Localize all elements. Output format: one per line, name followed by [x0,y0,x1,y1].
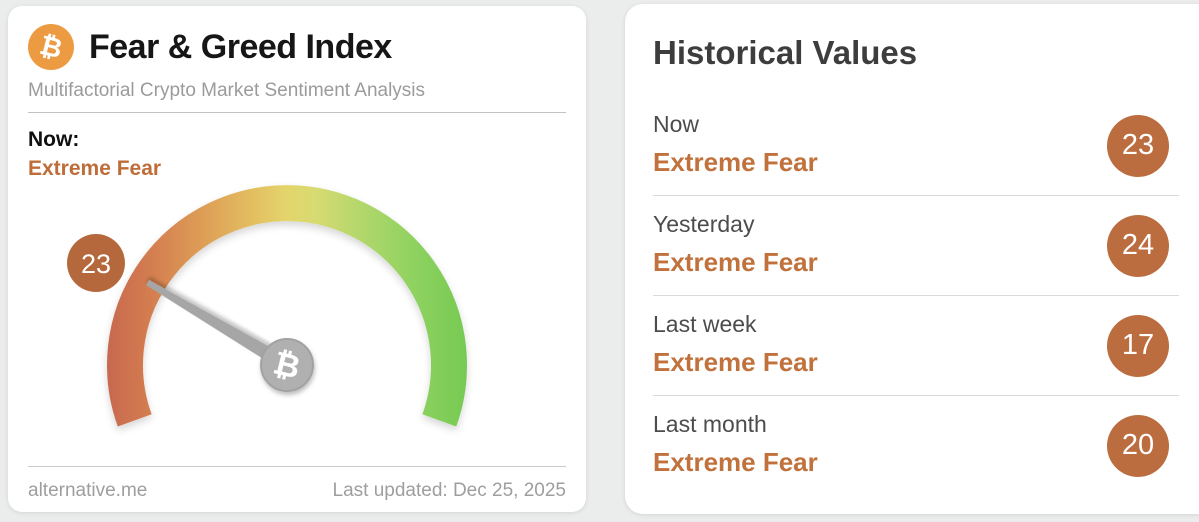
row-sentiment: Extreme Fear [653,247,818,277]
card-footer: alternative.me Last updated: Dec 25, 202… [28,466,566,502]
value-badge: 23 [1107,114,1169,177]
gauge-needle [146,279,291,372]
row-label: Yesterday [653,211,755,237]
page-subtitle: Multifactorial Crypto Market Sentiment A… [28,80,426,101]
card-header: ₿ Fear & Greed Index [28,24,566,70]
gauge-value-label: 23 [81,249,111,279]
historical-row-now: Now Extreme Fear 23 [653,96,1179,195]
gauge-needle-group [146,279,291,372]
bitcoin-icon: ₿ [28,24,74,70]
row-sentiment: Extreme Fear [653,347,818,377]
row-label: Now [653,111,700,137]
now-sentiment: Extreme Fear [28,157,162,180]
row-label: Last week [653,311,757,337]
row-label: Last month [653,411,767,437]
gauge-arc [107,185,467,427]
historical-rows: Now Extreme Fear 23 Yesterday Extreme Fe… [653,96,1179,495]
last-updated-label: Last updated: Dec 25, 2025 [332,480,566,501]
historical-values-card: Historical Values Now Extreme Fear 23 Ye… [625,4,1199,514]
historical-row-last-month: Last month Extreme Fear 20 [653,395,1179,495]
page-title: Fear & Greed Index [89,27,392,66]
bitcoin-glyph: ₿ [36,29,66,65]
gauge-hub [260,338,314,392]
site-link[interactable]: alternative.me [28,480,148,501]
header-divider [28,112,566,113]
gauge-value-badge [67,234,125,292]
historical-heading: Historical Values [653,34,918,71]
fear-greed-gauge: ₿ 23 [67,185,467,427]
fear-greed-card: ₿ Fear & Greed Index Multifactorial Cryp… [8,6,586,512]
row-sentiment: Extreme Fear [653,447,818,477]
row-sentiment: Extreme Fear [653,147,818,177]
now-label: Now: [28,128,80,151]
historical-row-yesterday: Yesterday Extreme Fear 24 [653,195,1179,295]
value-badge: 20 [1107,414,1169,477]
historical-row-last-week: Last week Extreme Fear 17 [653,295,1179,395]
value-badge: 24 [1107,214,1169,277]
value-badge: 17 [1107,314,1169,377]
